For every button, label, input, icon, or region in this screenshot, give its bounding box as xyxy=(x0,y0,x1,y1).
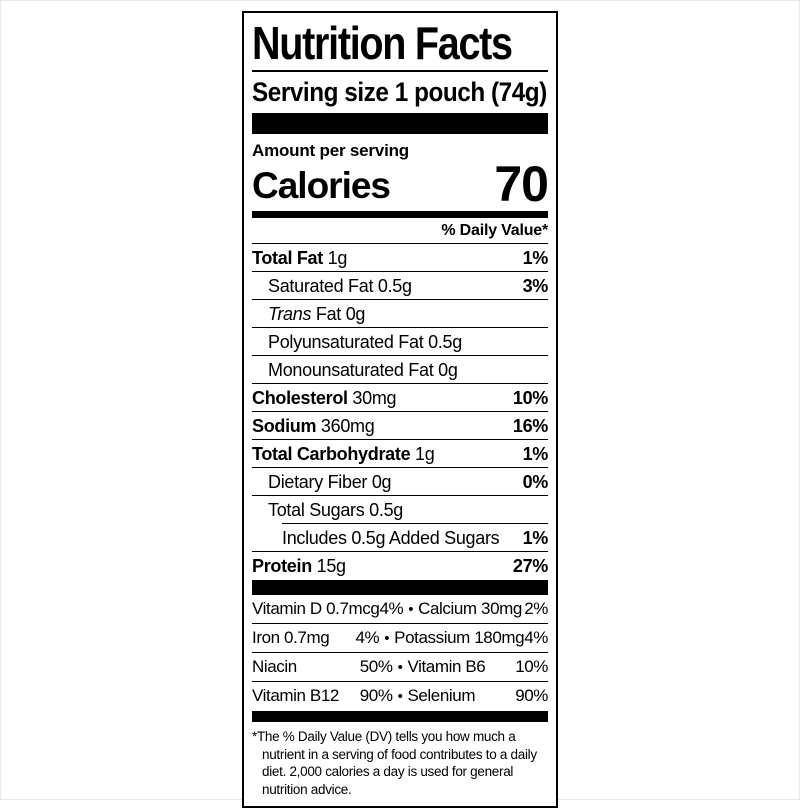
calories-value: 70 xyxy=(494,156,549,212)
nutrient-name: Saturated Fat 0.5g xyxy=(268,276,412,296)
vitamin-dv: 90% xyxy=(515,686,549,705)
bullet-separator: • xyxy=(384,630,390,647)
nutrient-name: Trans Fat 0g xyxy=(268,304,366,324)
nutrient-row-cholesterol: Cholesterol 30mg 10% xyxy=(252,383,548,411)
vitamin-dv: 90% xyxy=(359,686,393,705)
vitamin-name: Vitamin D 0.7mcg xyxy=(252,599,380,618)
nutrient-name: Total Sugars 0.5g xyxy=(268,500,403,520)
amount-per-serving-label: Amount per serving xyxy=(252,141,409,160)
daily-value-footnote: *The % Daily Value (DV) tells you how mu… xyxy=(252,722,548,800)
indented-divider xyxy=(282,523,548,524)
nutrient-name: Total Fat 1g xyxy=(252,248,348,268)
nutrient-name: Cholesterol 30mg xyxy=(252,388,397,408)
vitamin-name: Vitamin B12 xyxy=(252,686,339,705)
vitamin-dv: 4% xyxy=(379,599,404,618)
vitamin-row-3: Niacin 50% • Vitamin B6 10% xyxy=(252,652,548,681)
vitamin-name: Niacin xyxy=(252,657,297,676)
title-divider xyxy=(252,70,548,72)
nutrient-rows: Total Fat 1g 1% Saturated Fat 0.5g 3% Tr… xyxy=(252,244,548,579)
vitamin-name: Vitamin B6 xyxy=(407,657,486,676)
micronutrient-rows: Vitamin D 0.7mcg 4% • Calcium 30mg 2% Ir… xyxy=(252,595,548,710)
nutrient-dv: 3% xyxy=(522,276,549,296)
vitamin-dv: 4% xyxy=(524,628,548,647)
vitamin-dv: 2% xyxy=(524,599,548,618)
nutrient-row-trans-fat: Trans Fat 0g xyxy=(252,299,548,327)
nutrition-facts-label: Nutrition Facts Serving size 1 pouch (74… xyxy=(242,11,558,808)
nutrient-dv: 16% xyxy=(512,416,548,436)
calories-label: Calories xyxy=(252,165,391,206)
nutrient-row-polyunsaturated-fat: Polyunsaturated Fat 0.5g xyxy=(252,327,548,355)
nutrient-dv: 1% xyxy=(522,528,549,548)
nutrient-name: Includes 0.5g Added Sugars xyxy=(282,528,500,548)
nutrient-name: Monounsaturated Fat 0g xyxy=(268,360,458,380)
nutrient-dv: 27% xyxy=(512,556,548,576)
nutrient-row-protein: Protein 15g 27% xyxy=(252,551,548,579)
thick-divider-bar-protein xyxy=(252,580,548,595)
serving-size: Serving size 1 pouch (74g) xyxy=(252,77,547,107)
medium-divider-bar xyxy=(252,211,548,218)
daily-value-header: % Daily Value* xyxy=(252,218,548,244)
bullet-separator: • xyxy=(397,688,403,705)
nutrient-name: Sodium 360mg xyxy=(252,416,375,436)
nutrient-dv: 1% xyxy=(522,444,549,464)
footnote-text: The % Daily Value (DV) tells you how muc… xyxy=(256,729,537,797)
vitamin-dv: 50% xyxy=(359,657,393,676)
vitamin-name: Iron 0.7mg xyxy=(252,628,330,647)
nutrient-row-sodium: Sodium 360mg 16% xyxy=(252,411,548,439)
divider-bar-vitamins xyxy=(252,711,548,722)
vitamin-row-4: Vitamin B12 90% • Selenium 90% xyxy=(252,681,548,710)
nutrient-row-total-sugars: Total Sugars 0.5g xyxy=(252,495,548,523)
thick-divider-bar xyxy=(252,113,548,134)
nutrient-row-saturated-fat: Saturated Fat 0.5g 3% xyxy=(252,271,548,299)
nutrient-dv: 10% xyxy=(512,388,548,408)
bullet-separator: • xyxy=(397,659,403,676)
vitamin-name: Potassium 180mg xyxy=(394,628,525,647)
nutrient-name: Protein 15g xyxy=(252,556,346,576)
vitamin-name: Calcium 30mg xyxy=(418,599,522,618)
vitamin-row-1: Vitamin D 0.7mcg 4% • Calcium 30mg 2% xyxy=(252,595,548,623)
bullet-separator: • xyxy=(408,601,414,618)
label-title: Nutrition Facts xyxy=(252,17,513,69)
nutrient-name: Dietary Fiber 0g xyxy=(268,472,392,492)
nutrient-row-total-carbohydrate: Total Carbohydrate 1g 1% xyxy=(252,439,548,467)
nutrient-name: Total Carbohydrate 1g xyxy=(252,444,435,464)
vitamin-name: Selenium xyxy=(407,686,476,705)
vitamin-dv: 4% xyxy=(355,628,380,647)
nutrient-row-total-fat: Total Fat 1g 1% xyxy=(252,244,548,271)
nutrient-name: Polyunsaturated Fat 0.5g xyxy=(268,332,462,352)
nutrient-dv: 0% xyxy=(522,472,549,492)
vitamin-dv: 10% xyxy=(515,657,549,676)
nutrient-row-monounsaturated-fat: Monounsaturated Fat 0g xyxy=(252,355,548,383)
calories-row: Calories 70 xyxy=(252,156,549,212)
nutrient-row-dietary-fiber: Dietary Fiber 0g 0% xyxy=(252,467,548,495)
nutrient-row-added-sugars: Includes 0.5g Added Sugars 1% xyxy=(252,524,548,551)
footnote-asterisk: * xyxy=(252,729,257,744)
nutrient-dv: 1% xyxy=(522,248,549,268)
vitamin-row-2: Iron 0.7mg 4% • Potassium 180mg 4% xyxy=(252,623,548,652)
